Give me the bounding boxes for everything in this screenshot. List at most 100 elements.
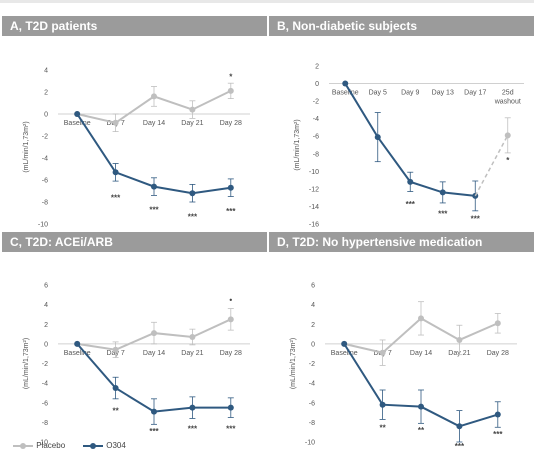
significance-marker: *** (111, 194, 121, 203)
legend-item-placebo: Placebo (12, 441, 65, 450)
legend-item-o304: O304 (82, 441, 126, 450)
data-point (418, 403, 424, 410)
chart-title: B, Non-diabetic subjects (269, 16, 534, 36)
data-point (227, 404, 234, 411)
significance-marker: • (229, 296, 232, 305)
y-tick-label: 2 (44, 322, 48, 329)
x-tick-label: Baseline (64, 350, 91, 357)
y-tick-label: -6 (309, 400, 315, 407)
data-point (74, 340, 81, 347)
data-point (227, 87, 234, 94)
y-tick-label: -10 (38, 222, 48, 229)
x-tick-label: Day 17 (464, 90, 486, 97)
significance-marker: *** (455, 442, 465, 451)
y-tick-label: -8 (313, 151, 319, 158)
x-tick-label: Day 28 (220, 120, 242, 127)
y-tick-label: 2 (44, 90, 48, 97)
y-tick-label: -10 (38, 440, 48, 447)
y-tick-label: -8 (309, 420, 315, 427)
data-point (494, 411, 501, 418)
y-tick-label: -8 (42, 200, 48, 207)
y-tick-label: -4 (42, 156, 48, 163)
y-axis: 6 4 2 0 -2 -4 -6 -8 -10 (38, 283, 48, 447)
series-placebo (504, 117, 511, 154)
y-tick-label: -4 (42, 381, 48, 388)
x-tick-label: Day 14 (143, 120, 165, 127)
y-tick-label: 6 (44, 283, 48, 290)
data-point (189, 106, 196, 113)
significance-marker: *** (149, 206, 159, 215)
y-axis-title: (mL/min/1,73m²) (290, 338, 297, 389)
significance-marker: * (506, 156, 510, 165)
y-tick-label: 0 (315, 81, 319, 88)
y-axis: 2 0 -2 -4 -6 -8 -10 -12 -14 -16 (309, 64, 319, 229)
y-tick-label: -6 (313, 134, 319, 141)
significance-marker: *** (471, 215, 481, 224)
x-tick-label: Baseline (332, 90, 359, 97)
series-o304 (74, 111, 234, 203)
data-point (227, 316, 234, 323)
y-tick-label: -4 (313, 116, 319, 123)
data-point (74, 111, 81, 117)
y-tick-label: 2 (311, 322, 315, 329)
chart-panel-d: D, T2D: No hypertensive medication 6 4 2 0 -… (269, 232, 534, 451)
data-point (112, 385, 119, 392)
significance-marker: *** (438, 209, 448, 218)
x-tick-label: Baseline (64, 120, 91, 127)
significance-marker: *** (226, 207, 236, 216)
data-point (189, 190, 196, 197)
significance-annotations: ********** (406, 156, 511, 224)
y-tick-label: -10 (309, 169, 319, 176)
x-tick-label: Day 21 (181, 350, 203, 357)
chart-title: D, T2D: No hypertensive medication (269, 232, 534, 252)
data-point (456, 423, 463, 430)
x-tick-label: Baseline (331, 350, 358, 357)
data-point (407, 178, 414, 185)
significance-marker: *** (226, 424, 236, 433)
y-tick-label: -4 (309, 381, 315, 388)
y-tick-label: 0 (44, 112, 48, 119)
chart-panel-c: C, T2D: ACEi/ARB 6 4 2 0 -2 -4 -6 -8 -10 (mL/min/… (2, 232, 267, 447)
chart-panel-b: B, Non-diabetic subjects 2 0 -2 -4 -6 -8 -10 -1… (269, 16, 534, 228)
data-point (112, 119, 119, 126)
significance-marker: * (229, 73, 233, 82)
series-o304 (74, 340, 234, 425)
y-tick-label: -12 (309, 186, 319, 193)
x-tick-label: washout (494, 99, 521, 106)
washout-dashed-line (474, 134, 509, 197)
significance-annotations: ***** *** ***• (112, 296, 236, 436)
x-axis: Baseline Day 5 Day 9 Day 13 Day 17 25d washout (332, 90, 521, 106)
x-tick-label: Day 5 (369, 90, 387, 97)
data-point (374, 134, 381, 141)
top-divider (0, 0, 534, 3)
data-point (151, 183, 157, 190)
y-axis: 6 4 2 0 -2 -4 -6 -8 -10 (305, 283, 315, 447)
y-tick-label: -16 (309, 222, 319, 229)
y-tick-label: -14 (309, 204, 319, 211)
chart-plot-a: 4 2 0 -2 -4 -6 -8 -10 (mL/min/1,73m²) Baseline Day… (23, 68, 250, 229)
data-point (341, 340, 348, 347)
data-point (151, 408, 157, 415)
y-tick-label: -2 (313, 99, 319, 106)
x-tick-label: 25d (502, 90, 514, 97)
y-tick-label: 2 (315, 64, 319, 71)
significance-annotations: ********** (379, 423, 503, 451)
y-tick-label: 4 (44, 302, 48, 309)
x-tick-label: Day 13 (432, 90, 454, 97)
y-tick-label: -2 (42, 361, 48, 368)
y-tick-label: 6 (311, 283, 315, 290)
data-point (439, 189, 446, 196)
chart-title: A, T2D patients (2, 16, 267, 36)
x-tick-label: Day 9 (401, 90, 419, 97)
data-point (494, 320, 501, 327)
legend-label-placebo: Placebo (36, 441, 66, 450)
x-tick-label: Day 14 (410, 350, 432, 357)
series-o304 (342, 80, 479, 212)
data-point (504, 132, 511, 139)
y-tick-label: -10 (305, 440, 315, 447)
significance-marker: *** (188, 424, 198, 433)
data-point (189, 334, 196, 341)
significance-marker: *** (188, 212, 198, 221)
